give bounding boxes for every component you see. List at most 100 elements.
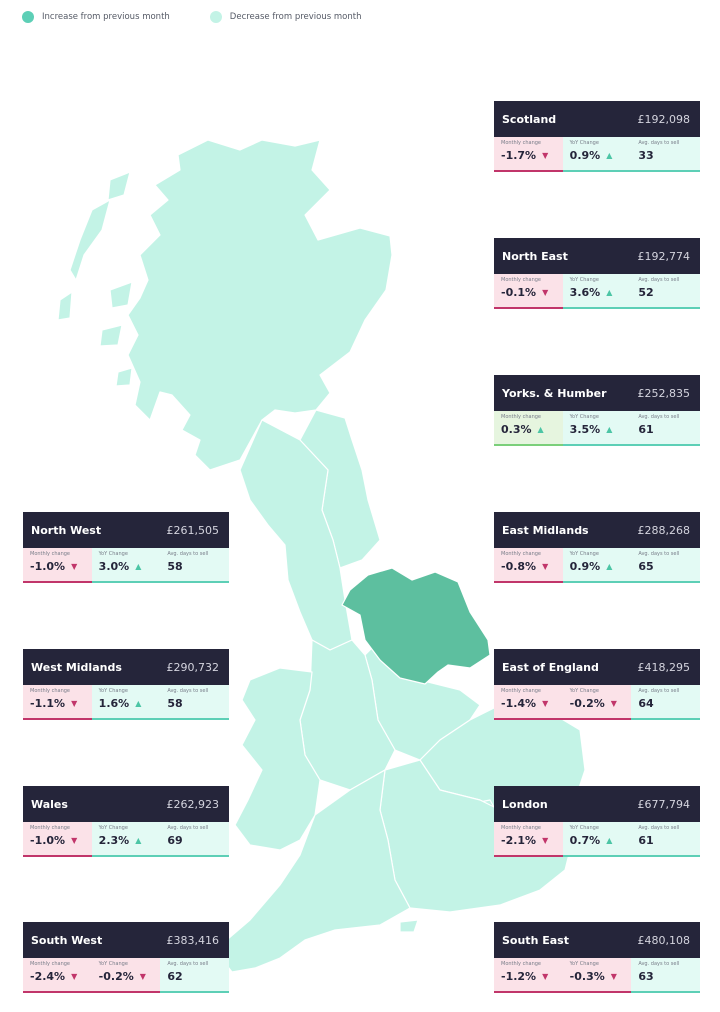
arrow-up-icon: ▲ [135,699,142,708]
stat-label: Monthly change [501,277,542,283]
card-header: South West £383,416 [23,922,229,958]
stat-value-row: -0.8% ▼ [501,560,563,573]
stat-days-to-sell: Avg. days to sell 63 [631,958,701,993]
card-london[interactable]: London £677,794 Monthly change -2.1% ▼ Yo… [494,786,701,857]
arrow-down-icon: ▼ [610,972,617,981]
stat-value-row: 0.9% ▲ [570,560,632,573]
card-header: West Midlands £290,732 [23,649,229,685]
stat-value-row: -1.0% ▼ [30,560,92,573]
stat-label: YoY Change [98,825,128,831]
card-south-east[interactable]: South East £480,108 Monthly change -1.2%… [494,922,701,993]
stat-days-to-sell: Avg. days to sell 61 [631,411,701,446]
stat-monthly-change: Monthly change -1.1% ▼ [23,685,92,720]
card-header: Scotland £192,098 [494,101,700,137]
region-name: London [502,797,548,811]
stat-monthly-change: Monthly change -0.8% ▼ [494,548,563,583]
map-region-wales[interactable] [234,667,321,851]
stat-value: -1.4% [501,697,537,710]
card-header: East of England £418,295 [494,649,700,685]
stat-value: 61 [638,423,654,436]
card-west-midlands[interactable]: West Midlands £290,732 Monthly change -1… [23,649,230,720]
stat-monthly-change: Monthly change -1.7% ▼ [494,137,563,172]
stat-yoy-change: YoY Change 0.9% ▲ [562,137,632,172]
stat-label: Avg. days to sell [638,414,680,420]
region-name: Yorks. & Humber [502,386,607,400]
stat-value: 61 [638,834,654,847]
stat-value-row: -2.4% ▼ [30,970,92,983]
stat-label: Monthly change [501,961,542,967]
stat-label: Avg. days to sell [167,688,209,694]
card-stats: Monthly change -1.0% ▼ YoY Change 3.0% ▲ A… [23,548,230,583]
stat-value: -0.2% [98,970,134,983]
card-north-west[interactable]: North West £261,505 Monthly change -1.0%… [23,512,230,583]
region-name: East of England [502,660,599,674]
arrow-up-icon: ▲ [606,836,613,845]
card-stats: Monthly change -0.8% ▼ YoY Change 0.9% ▲ A… [494,548,701,583]
stat-label: Avg. days to sell [638,140,680,146]
stat-label: YoY Change [569,551,599,557]
map-island-mull [99,324,123,347]
arrow-up-icon: ▲ [606,151,613,160]
card-wales[interactable]: Wales £262,923 Monthly change -1.0% ▼ YoY… [23,786,230,857]
stat-value-row: 1.6% ▲ [99,697,161,710]
map-region-scotland[interactable] [127,139,393,471]
stat-value: 58 [167,560,183,573]
stat-monthly-change: Monthly change -1.4% ▼ [494,685,563,720]
card-east-of-england[interactable]: East of England £418,295 Monthly change … [494,649,701,720]
stat-value: 2.3% [98,834,130,847]
stat-value: 1.6% [98,697,130,710]
stat-days-to-sell: Avg. days to sell 58 [160,685,230,720]
stat-label: YoY Change [569,825,599,831]
legend-item-increase: Increase from previous month [22,11,170,23]
card-header: North East £192,774 [494,238,700,274]
stat-label: Avg. days to sell [638,825,680,831]
stat-days-to-sell: Avg. days to sell 69 [160,822,230,857]
card-scotland[interactable]: Scotland £192,098 Monthly change -1.7% ▼ … [494,101,701,172]
stat-value-row: -1.0% ▼ [30,834,92,847]
card-stats: Monthly change -2.1% ▼ YoY Change 0.7% ▲ A… [494,822,701,857]
map-region-yorks-humber[interactable] [341,567,491,685]
stat-value: 62 [167,970,183,983]
stat-value-row: 65 [638,560,700,573]
stat-value-row: 58 [167,560,229,573]
stat-value: 64 [638,697,654,710]
stat-days-to-sell: Avg. days to sell 62 [160,958,230,993]
card-header: East Midlands £288,268 [494,512,700,548]
stat-label: Monthly change [30,551,71,557]
card-north-east[interactable]: North East £192,774 Monthly change -0.1%… [494,238,701,309]
stat-value: 33 [638,149,654,162]
stat-value: 52 [638,286,654,299]
map-island-uist [57,291,73,321]
arrow-down-icon: ▼ [139,972,146,981]
map-region-south-west[interactable] [214,769,411,973]
region-price: £290,732 [166,660,220,674]
stat-label: Monthly change [501,551,542,557]
stat-days-to-sell: Avg. days to sell 65 [631,548,701,583]
stat-value-row: 61 [638,423,700,436]
arrow-down-icon: ▼ [542,562,549,571]
map-island-wight [399,919,419,933]
stat-yoy-change: YoY Change 1.6% ▲ [91,685,161,720]
stat-days-to-sell: Avg. days to sell 64 [631,685,701,720]
region-price: £418,295 [637,660,691,674]
stat-value-row: -1.4% ▼ [501,697,563,710]
card-east-midlands[interactable]: East Midlands £288,268 Monthly change -0… [494,512,701,583]
region-name: North West [31,523,102,537]
stat-value: 3.0% [98,560,130,573]
stat-value: -0.8% [501,560,537,573]
arrow-up-icon: ▲ [606,288,613,297]
stat-yoy-change: YoY Change -0.2% ▼ [562,685,632,720]
card-south-west[interactable]: South West £383,416 Monthly change -2.4%… [23,922,230,993]
stat-monthly-change: Monthly change -1.2% ▼ [494,958,563,993]
stat-value: 0.3% [501,423,532,436]
region-price: £480,108 [637,933,691,947]
stat-value-row: -1.2% ▼ [501,970,563,983]
stat-value: -2.4% [30,970,66,983]
stat-label: Monthly change [501,825,542,831]
card-yorks-humber[interactable]: Yorks. & Humber £252,835 Monthly change … [494,375,701,446]
stat-label: Monthly change [30,961,71,967]
arrow-down-icon: ▼ [542,972,549,981]
stat-value-row: 64 [638,697,700,710]
stat-value-row: 69 [167,834,229,847]
